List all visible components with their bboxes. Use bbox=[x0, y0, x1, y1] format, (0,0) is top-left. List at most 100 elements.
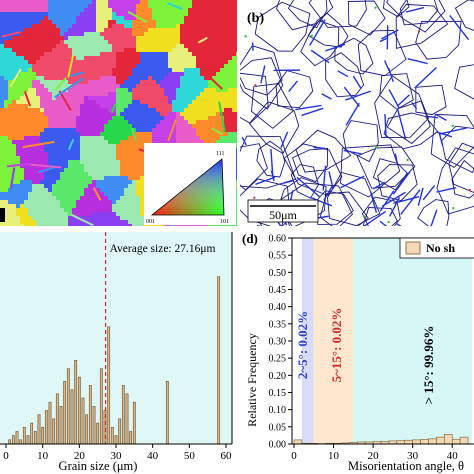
grain-cell bbox=[188, 56, 192, 60]
grain-cell bbox=[20, 44, 24, 48]
grain-cell bbox=[12, 68, 16, 72]
grain-cell bbox=[228, 140, 232, 144]
grain-cell bbox=[132, 116, 136, 120]
grain-cell bbox=[92, 184, 96, 188]
grain-cell bbox=[100, 180, 104, 184]
grain-cell bbox=[60, 208, 64, 212]
grain-cell bbox=[8, 88, 12, 92]
grain-cell bbox=[108, 116, 112, 120]
grain-cell bbox=[156, 68, 160, 72]
grain-cell bbox=[116, 180, 120, 184]
grain-cell bbox=[116, 84, 120, 88]
grain-cell bbox=[140, 144, 144, 148]
grain-cell bbox=[108, 32, 112, 36]
grain-cell bbox=[116, 64, 120, 68]
grain-cell bbox=[60, 12, 64, 16]
grain-cell bbox=[116, 56, 120, 60]
grain-cell bbox=[44, 200, 48, 204]
grain-cell bbox=[116, 24, 120, 28]
grain-cell bbox=[192, 80, 196, 84]
grain-cell bbox=[216, 136, 220, 140]
grain-cell bbox=[160, 136, 164, 140]
grain-cell bbox=[204, 100, 208, 104]
grain-cell bbox=[168, 104, 172, 108]
grain-cell bbox=[128, 156, 132, 160]
grain-cell bbox=[224, 48, 228, 52]
grain-cell bbox=[44, 208, 48, 212]
grain-cell bbox=[124, 8, 128, 12]
grain-cell bbox=[88, 140, 92, 144]
grain-cell bbox=[108, 52, 112, 56]
grain-cell bbox=[236, 24, 237, 28]
grain-boundary bbox=[454, 0, 474, 31]
grain-cell bbox=[144, 44, 148, 48]
grain-cell bbox=[92, 56, 96, 60]
grain-cell bbox=[184, 120, 188, 124]
grain-cell bbox=[52, 116, 56, 120]
grain-cell bbox=[80, 180, 84, 184]
grain-cell bbox=[92, 164, 96, 168]
grain-cell bbox=[212, 72, 216, 76]
grain-cell bbox=[236, 216, 237, 220]
grain-cell bbox=[184, 80, 188, 84]
grain-cell bbox=[8, 140, 12, 144]
grain-cell bbox=[220, 72, 224, 76]
grain-cell bbox=[28, 180, 32, 184]
grain-cell bbox=[24, 120, 28, 124]
grain-cell bbox=[192, 76, 196, 80]
grain-cell bbox=[96, 80, 100, 84]
grain-cell bbox=[112, 136, 116, 140]
grain-cell bbox=[204, 0, 208, 4]
grain-cell bbox=[212, 84, 216, 88]
grain-cell bbox=[72, 192, 76, 196]
grain-cell bbox=[220, 8, 224, 12]
grain-cell bbox=[72, 116, 76, 120]
grain-cell bbox=[20, 88, 24, 92]
grain-cell bbox=[236, 28, 237, 32]
grain-cell bbox=[8, 52, 12, 56]
grain-cell bbox=[24, 108, 28, 112]
grain-cell bbox=[172, 48, 176, 52]
grain-cell bbox=[184, 36, 188, 40]
grain-cell bbox=[96, 44, 100, 48]
grain-cell bbox=[116, 196, 120, 200]
grain-cell bbox=[16, 156, 20, 160]
grain-cell bbox=[124, 180, 128, 184]
grain-cell bbox=[200, 76, 204, 80]
grain-cell bbox=[208, 96, 212, 100]
grain-cell bbox=[204, 88, 208, 92]
grain-cell bbox=[188, 32, 192, 36]
grain-cell bbox=[104, 200, 108, 204]
grain-cell bbox=[40, 136, 44, 140]
grain-cell bbox=[80, 0, 84, 4]
grain-cell bbox=[228, 120, 232, 124]
grain-cell bbox=[20, 16, 24, 20]
grain-cell bbox=[144, 132, 148, 136]
grain-cell bbox=[208, 12, 212, 16]
histogram-bar bbox=[37, 414, 41, 445]
grain-cell bbox=[116, 44, 120, 48]
grain-cell bbox=[72, 4, 76, 8]
grain-cell bbox=[160, 60, 164, 64]
grain-cell bbox=[236, 100, 237, 104]
grain-cell bbox=[72, 64, 76, 68]
grain-cell bbox=[16, 124, 20, 128]
grain-cell bbox=[184, 136, 188, 140]
grain-cell bbox=[168, 96, 172, 100]
grain-cell bbox=[100, 28, 104, 32]
grain-cell bbox=[84, 200, 88, 204]
grain-cell bbox=[232, 28, 236, 32]
grain-cell bbox=[60, 168, 64, 172]
grain-cell bbox=[212, 104, 216, 108]
grain-cell bbox=[56, 0, 60, 4]
grain-cell bbox=[44, 16, 48, 20]
grain-cell bbox=[80, 140, 84, 144]
grain-cell bbox=[80, 192, 84, 196]
grain-cell bbox=[100, 144, 104, 148]
ipf-key-label-111: 111 bbox=[216, 151, 225, 157]
grain-cell bbox=[160, 112, 164, 116]
grain-cell bbox=[148, 4, 152, 8]
grain-cell bbox=[12, 200, 16, 204]
grain-cell bbox=[112, 156, 116, 160]
